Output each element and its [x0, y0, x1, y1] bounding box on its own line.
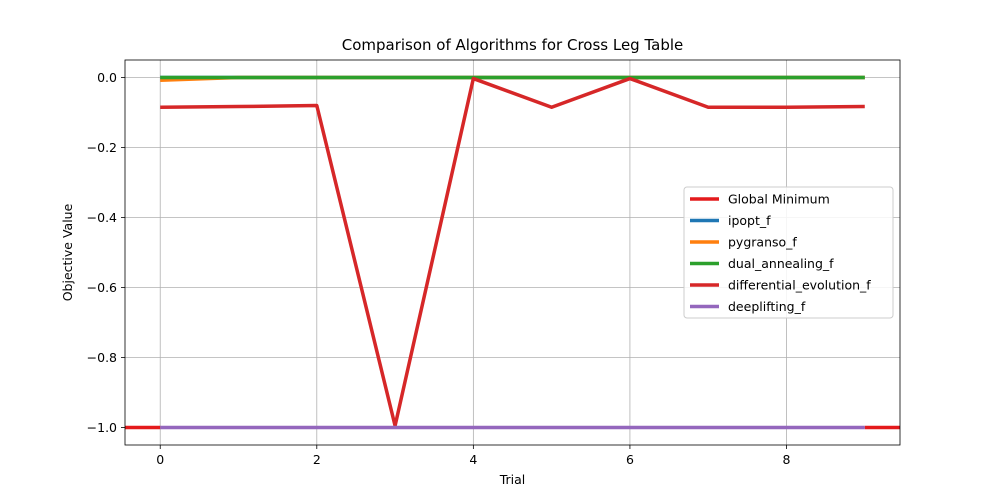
x-tick-label: 6	[626, 452, 634, 467]
y-axis-label: Objective Value	[60, 203, 75, 301]
legend-box	[683, 186, 894, 319]
y-tick-label: −0.2	[87, 140, 117, 155]
x-tick-label: 4	[469, 452, 477, 467]
x-tick-label: 0	[156, 452, 164, 467]
x-tick-label: 2	[313, 452, 321, 467]
y-tick-label: −0.8	[87, 350, 117, 365]
y-tick-label: −0.6	[87, 280, 117, 295]
legend-entry-label: pygranso_f	[728, 235, 797, 250]
legend-entry-label: Global Minimum	[728, 192, 830, 207]
chart-title: Comparison of Algorithms for Cross Leg T…	[342, 36, 684, 54]
legend-entry-label: ipopt_f	[728, 213, 771, 228]
legend-entry-label: differential_evolution_f	[728, 278, 871, 293]
legend-entry-label: dual_annealing_f	[728, 256, 834, 271]
y-tick-label: −0.4	[87, 210, 117, 225]
axis-ticks: 0 2 4 6 8 0.0 −0.2 −0.4 −0.6 −0.8 −1.0	[87, 70, 791, 467]
plot-frame	[124, 59, 901, 446]
x-tick-label: 8	[783, 452, 791, 467]
legend: Global Minimum ipopt_f pygranso_f dual_anne…	[683, 186, 894, 319]
series-line-differential-evolution-f	[160, 76, 865, 428]
legend-entry-label: deeplifting_f	[728, 299, 806, 314]
y-tick-label: −1.0	[87, 420, 117, 435]
y-tick-label: 0.0	[97, 70, 117, 85]
series-lines	[125, 75, 900, 430]
x-axis-label: Trial	[499, 472, 526, 487]
